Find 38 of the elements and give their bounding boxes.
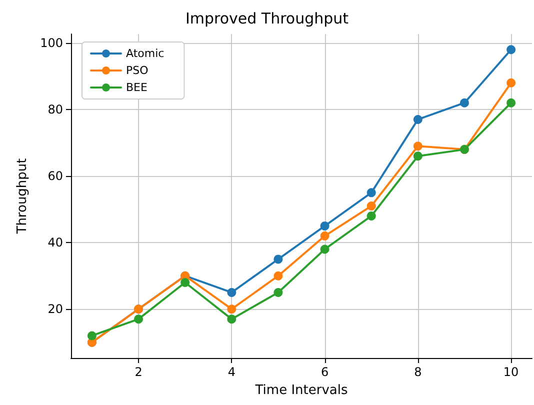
point: [366, 211, 376, 220]
point: [366, 188, 376, 198]
point: [320, 231, 330, 240]
point: [320, 244, 330, 254]
y-tick-label: 20: [48, 302, 63, 316]
point: [366, 201, 376, 210]
legend-label: BEE: [126, 81, 148, 94]
x-tick-label: 2: [134, 365, 142, 379]
point: [413, 114, 422, 124]
point: [227, 304, 236, 314]
point: [506, 98, 516, 108]
point: [180, 278, 190, 287]
y-tick-label: 60: [48, 169, 63, 184]
y-tick-label: 40: [48, 236, 63, 250]
x-tick-label: 4: [228, 365, 236, 379]
x-axis-title: Time Intervals: [254, 383, 348, 398]
point: [506, 45, 516, 54]
y-axis-title: Throughput: [15, 158, 30, 235]
point: [413, 142, 422, 151]
legend-label: PSO: [126, 64, 149, 77]
point: [274, 271, 283, 280]
legend-label: Atomic: [126, 47, 164, 60]
x-tick-label: 10: [503, 365, 519, 379]
point: [320, 221, 330, 230]
x-tick-label: 6: [320, 365, 329, 379]
point: [87, 331, 96, 340]
x-tick-label: 8: [414, 365, 422, 379]
y-tick-label: 100: [40, 36, 63, 50]
point: [227, 314, 236, 324]
chart-title: Improved Throughput: [185, 10, 349, 28]
point: [460, 98, 469, 108]
point: [227, 288, 236, 297]
y-tick-label: 80: [48, 102, 63, 117]
point: [134, 314, 144, 324]
point: [506, 78, 516, 88]
point: [274, 288, 283, 297]
point: [274, 254, 283, 264]
point: [413, 152, 422, 161]
